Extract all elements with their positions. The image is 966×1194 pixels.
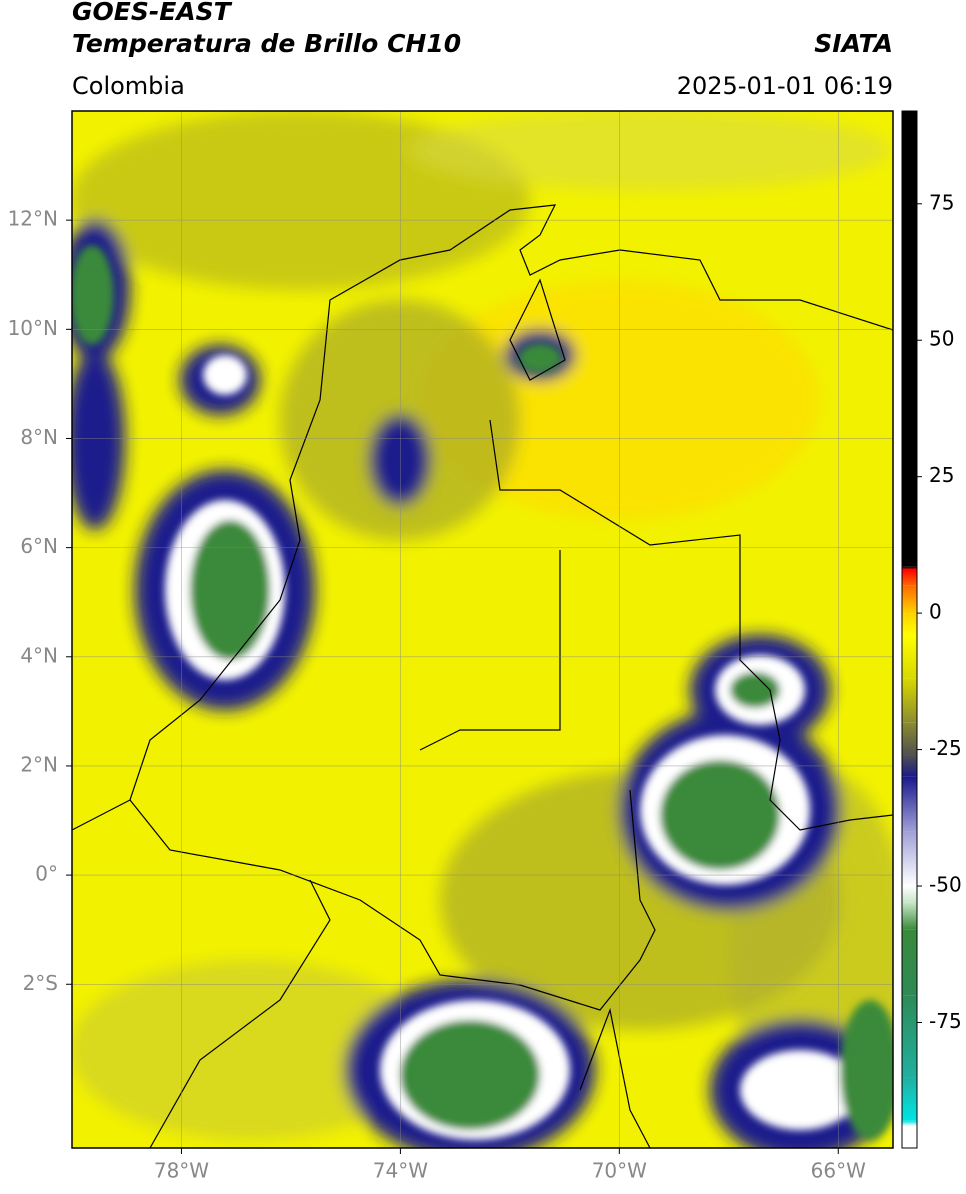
colorbar-tick-label: -50 (929, 873, 962, 897)
colorbar-segment (902, 585, 917, 614)
x-tick-label: 78°W (154, 1159, 209, 1183)
map-frame (71, 110, 894, 1149)
colorbar-tick-label: 0 (929, 600, 942, 624)
colorbar-segment (902, 1077, 917, 1121)
colorbar-segment (902, 776, 917, 832)
region: Colombia (72, 72, 185, 100)
colorbar-segment (902, 1126, 917, 1148)
title: GOES-EAST (72, 0, 233, 26)
colorbar-frame (901, 110, 918, 1149)
colorbar-segment (902, 1120, 917, 1127)
y-tick-label: 8°N (20, 425, 58, 449)
colorbar-segment (902, 995, 917, 1078)
colorbar-segment (902, 566, 917, 570)
colorbar-segment (902, 722, 917, 756)
datetime: 2025-01-01 06:19 (677, 72, 893, 100)
borders (72, 204, 893, 1148)
y-tick-label: 0° (35, 862, 58, 886)
colorbar-segment (902, 678, 917, 723)
colorbar-segment (902, 886, 917, 903)
x-tick-label: 74°W (373, 1159, 428, 1183)
x-tick-label: 70°W (592, 1159, 647, 1183)
source: SIATA (814, 29, 893, 58)
colorbar-segment (902, 902, 917, 930)
colorbar-segment (902, 613, 917, 635)
imagery (72, 111, 893, 1148)
colorbar-tick-label: 25 (929, 463, 954, 487)
colorbar-segment (902, 569, 917, 586)
y-tick-label: 4°N (20, 643, 58, 667)
y-tick-label: 10°N (8, 316, 58, 340)
colorbar-segment (902, 634, 917, 679)
y-tick-label: 2°S (23, 971, 58, 995)
y-tick-label: 2°N (20, 752, 58, 776)
colorbar-segment (902, 929, 917, 996)
colorbar-tick-label: -75 (929, 1009, 962, 1033)
colorbar-segment (902, 755, 917, 777)
colorbar-tick-label: 75 (929, 190, 954, 214)
subtitle: Temperatura de Brillo CH10 (72, 29, 461, 58)
colorbar-segment (902, 111, 917, 567)
storm-cores (72, 245, 893, 1140)
colorbar-segment (902, 831, 917, 887)
y-tick-label: 6°N (20, 534, 58, 558)
x-tick-label: 66°W (811, 1159, 866, 1183)
colorbar-tick-label: 50 (929, 327, 954, 351)
y-tick-label: 12°N (8, 207, 58, 231)
colorbar-tick-label: -25 (929, 736, 962, 760)
